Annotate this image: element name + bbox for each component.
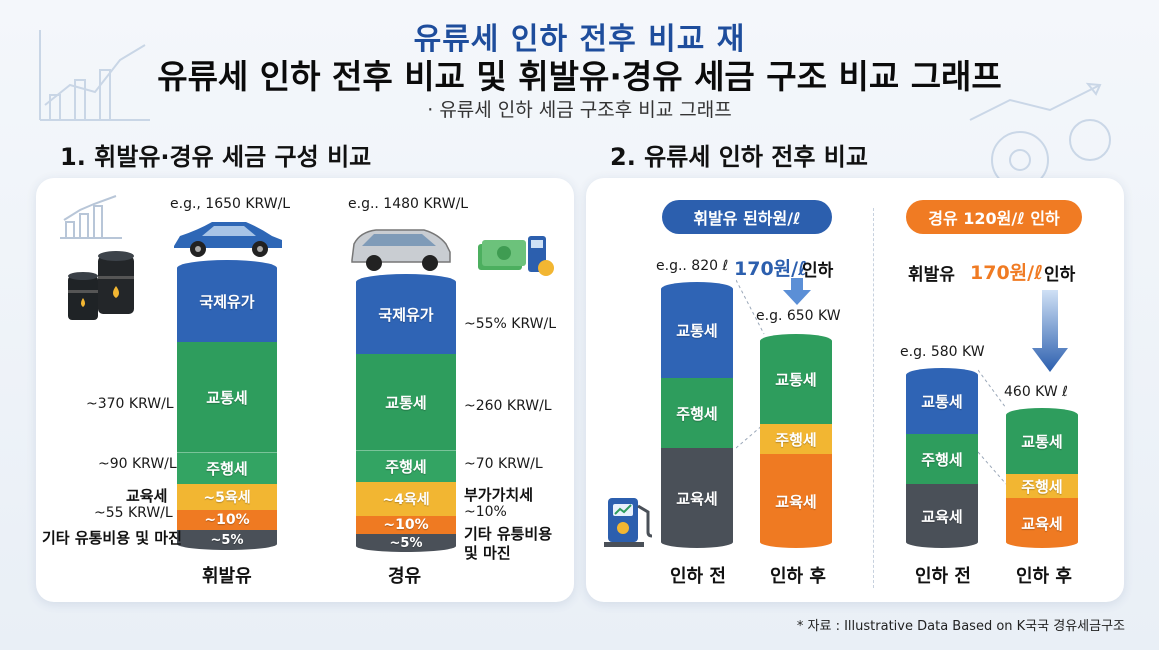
gasoline-after-transport-segment: 교통세 — [760, 334, 832, 424]
diesel-margin-segment: ~5% — [356, 534, 456, 552]
diesel-before-education-segment: 교육세 — [906, 484, 978, 548]
gasoline-reduction-pill: 휘발유 된하원/ℓ — [662, 200, 832, 234]
down-arrow-icon — [783, 278, 811, 305]
header-subtitle: · 유류세 인하 세금 구조후 비교 그래프 — [427, 99, 732, 121]
diesel-driving-tax-value: ~70 KRW/L — [464, 456, 543, 472]
header-top-title: 유류세 인하 전후 비교 재 — [413, 22, 746, 57]
background-chart-sketch — [39, 30, 150, 121]
gas-pump-icon — [604, 498, 653, 547]
gasoline-driving-tax-segment: 주행세 — [177, 452, 277, 484]
gasoline-transport-tax-value: ~370 KRW/L — [86, 396, 174, 412]
diesel-reduction-pill: 경유 120원/ℓ 인하 — [906, 200, 1082, 234]
diesel-margin-name-line2: 및 마진 — [464, 544, 511, 562]
diesel-after-transport-segment: 교통세 — [1006, 408, 1078, 474]
background-gear-sketch — [969, 82, 1111, 189]
diesel-after-education-segment: 교육세 — [1006, 498, 1078, 548]
diesel-oil-value: ~55% KRW/L — [464, 316, 556, 332]
suv-car-icon — [351, 229, 451, 271]
diesel-margin-name-line1: 기타 유퉁비용 — [464, 525, 553, 543]
growth-chart-icon — [60, 195, 122, 239]
diesel-before-price-label: e.g. 580 KW — [900, 344, 985, 360]
gasoline-category-label: 휘발유 — [202, 566, 252, 587]
diesel-transport-tax-value: ~260 KRW/L — [464, 398, 552, 414]
right-panel: 휘발유 된하원/ℓ e.g.. 820 ℓ 170원/ℓ 인하 e.g. 650… — [586, 178, 1124, 602]
diesel-education-tax-segment: ~4육세 — [356, 482, 456, 516]
diesel-note-suffix: 인하 — [1044, 265, 1076, 285]
gasoline-margin-name: 기타 유통비용 및 마진 — [42, 529, 182, 547]
diesel-connector-lines — [978, 369, 1007, 485]
gasoline-before-driving-segment: 주행세 — [661, 378, 733, 448]
diesel-after-category: 인하 후 — [1016, 566, 1072, 587]
gasoline-before-category: 인하 전 — [670, 566, 726, 587]
gasoline-education-tax-name: 교육세 — [126, 487, 168, 505]
gasoline-after-price-label: e.g. 650 KW — [756, 308, 841, 324]
diesel-category-label: 경유 — [388, 566, 422, 587]
gasoline-after-education-segment: 교육세 — [760, 454, 832, 548]
diesel-vat-name: 부가가치세 — [464, 486, 534, 504]
gasoline-connector-lines — [736, 279, 765, 449]
gasoline-transport-tax-segment: 교통세 — [177, 342, 277, 452]
diesel-before-transport-segment: 교통세 — [906, 368, 978, 434]
diesel-driving-tax-segment: 주행세 — [356, 450, 456, 482]
diesel-before-category: 인하 전 — [915, 566, 971, 587]
diesel-after-driving-segment: 주행세 — [1006, 474, 1078, 498]
header-main-title: 유류세 인하 전후 비교 및 휘발유·경유 세금 구조 비교 그래프 — [157, 57, 1002, 96]
diesel-vat-segment: ~10% — [356, 516, 456, 534]
diesel-price-label: e.g.. 1480 KRW/L — [348, 196, 469, 212]
left-panel: e.g., 1650 KRW/L e.g.. 1480 KRW/L 국제유가 교… — [36, 178, 574, 602]
panel-divider — [873, 208, 874, 588]
diesel-before-driving-segment: 주행세 — [906, 434, 978, 484]
section-title-left: 1. 휘발유·경유 세금 구성 비교 — [60, 143, 372, 171]
diesel-vat-value: ~10% — [464, 504, 507, 520]
big-down-arrow-icon — [1032, 290, 1068, 372]
gasoline-before-transport-segment: 교통세 — [661, 282, 733, 378]
diesel-note-prefix: 휘발유 — [908, 265, 955, 285]
diesel-transport-tax-segment: 교통세 — [356, 354, 456, 450]
section-title-right: 2. 유류세 인하 전후 비교 — [610, 143, 868, 171]
gasoline-reduction-amount: 170원/ℓ — [734, 258, 808, 280]
gasoline-driving-tax-value: ~90 KRW/L — [98, 456, 177, 472]
gasoline-oil-segment: 국제유가 — [177, 260, 277, 342]
oil-barrel-icon — [68, 251, 134, 320]
diesel-after-price-label: 460 KW ℓ — [1004, 384, 1068, 400]
gasoline-price-label: e.g., 1650 KRW/L — [170, 196, 291, 212]
gasoline-before-price-label: e.g.. 820 ℓ — [656, 258, 729, 274]
diesel-oil-segment: 국제유가 — [356, 274, 456, 354]
gasoline-after-category: 인하 후 — [770, 566, 826, 587]
gasoline-reduction-suffix: 인하 — [802, 261, 834, 281]
gasoline-education-tax-segment: ~5육세 — [177, 484, 277, 510]
gasoline-margin-segment: ~5% — [177, 530, 277, 550]
gasoline-education-tax-value: ~55 KRW/L — [94, 505, 173, 521]
money-fuel-pump-icon — [478, 236, 554, 276]
diesel-note-highlight: 170원/ℓ — [970, 262, 1044, 284]
gasoline-vat-segment: ~10% — [177, 510, 277, 530]
sedan-car-icon — [174, 222, 282, 257]
gasoline-before-education-segment: 교육세 — [661, 448, 733, 548]
gasoline-after-driving-segment: 주행세 — [760, 424, 832, 454]
source-footnote: * 자료 : Illustrative Data Based on K국국 경유… — [796, 619, 1125, 634]
